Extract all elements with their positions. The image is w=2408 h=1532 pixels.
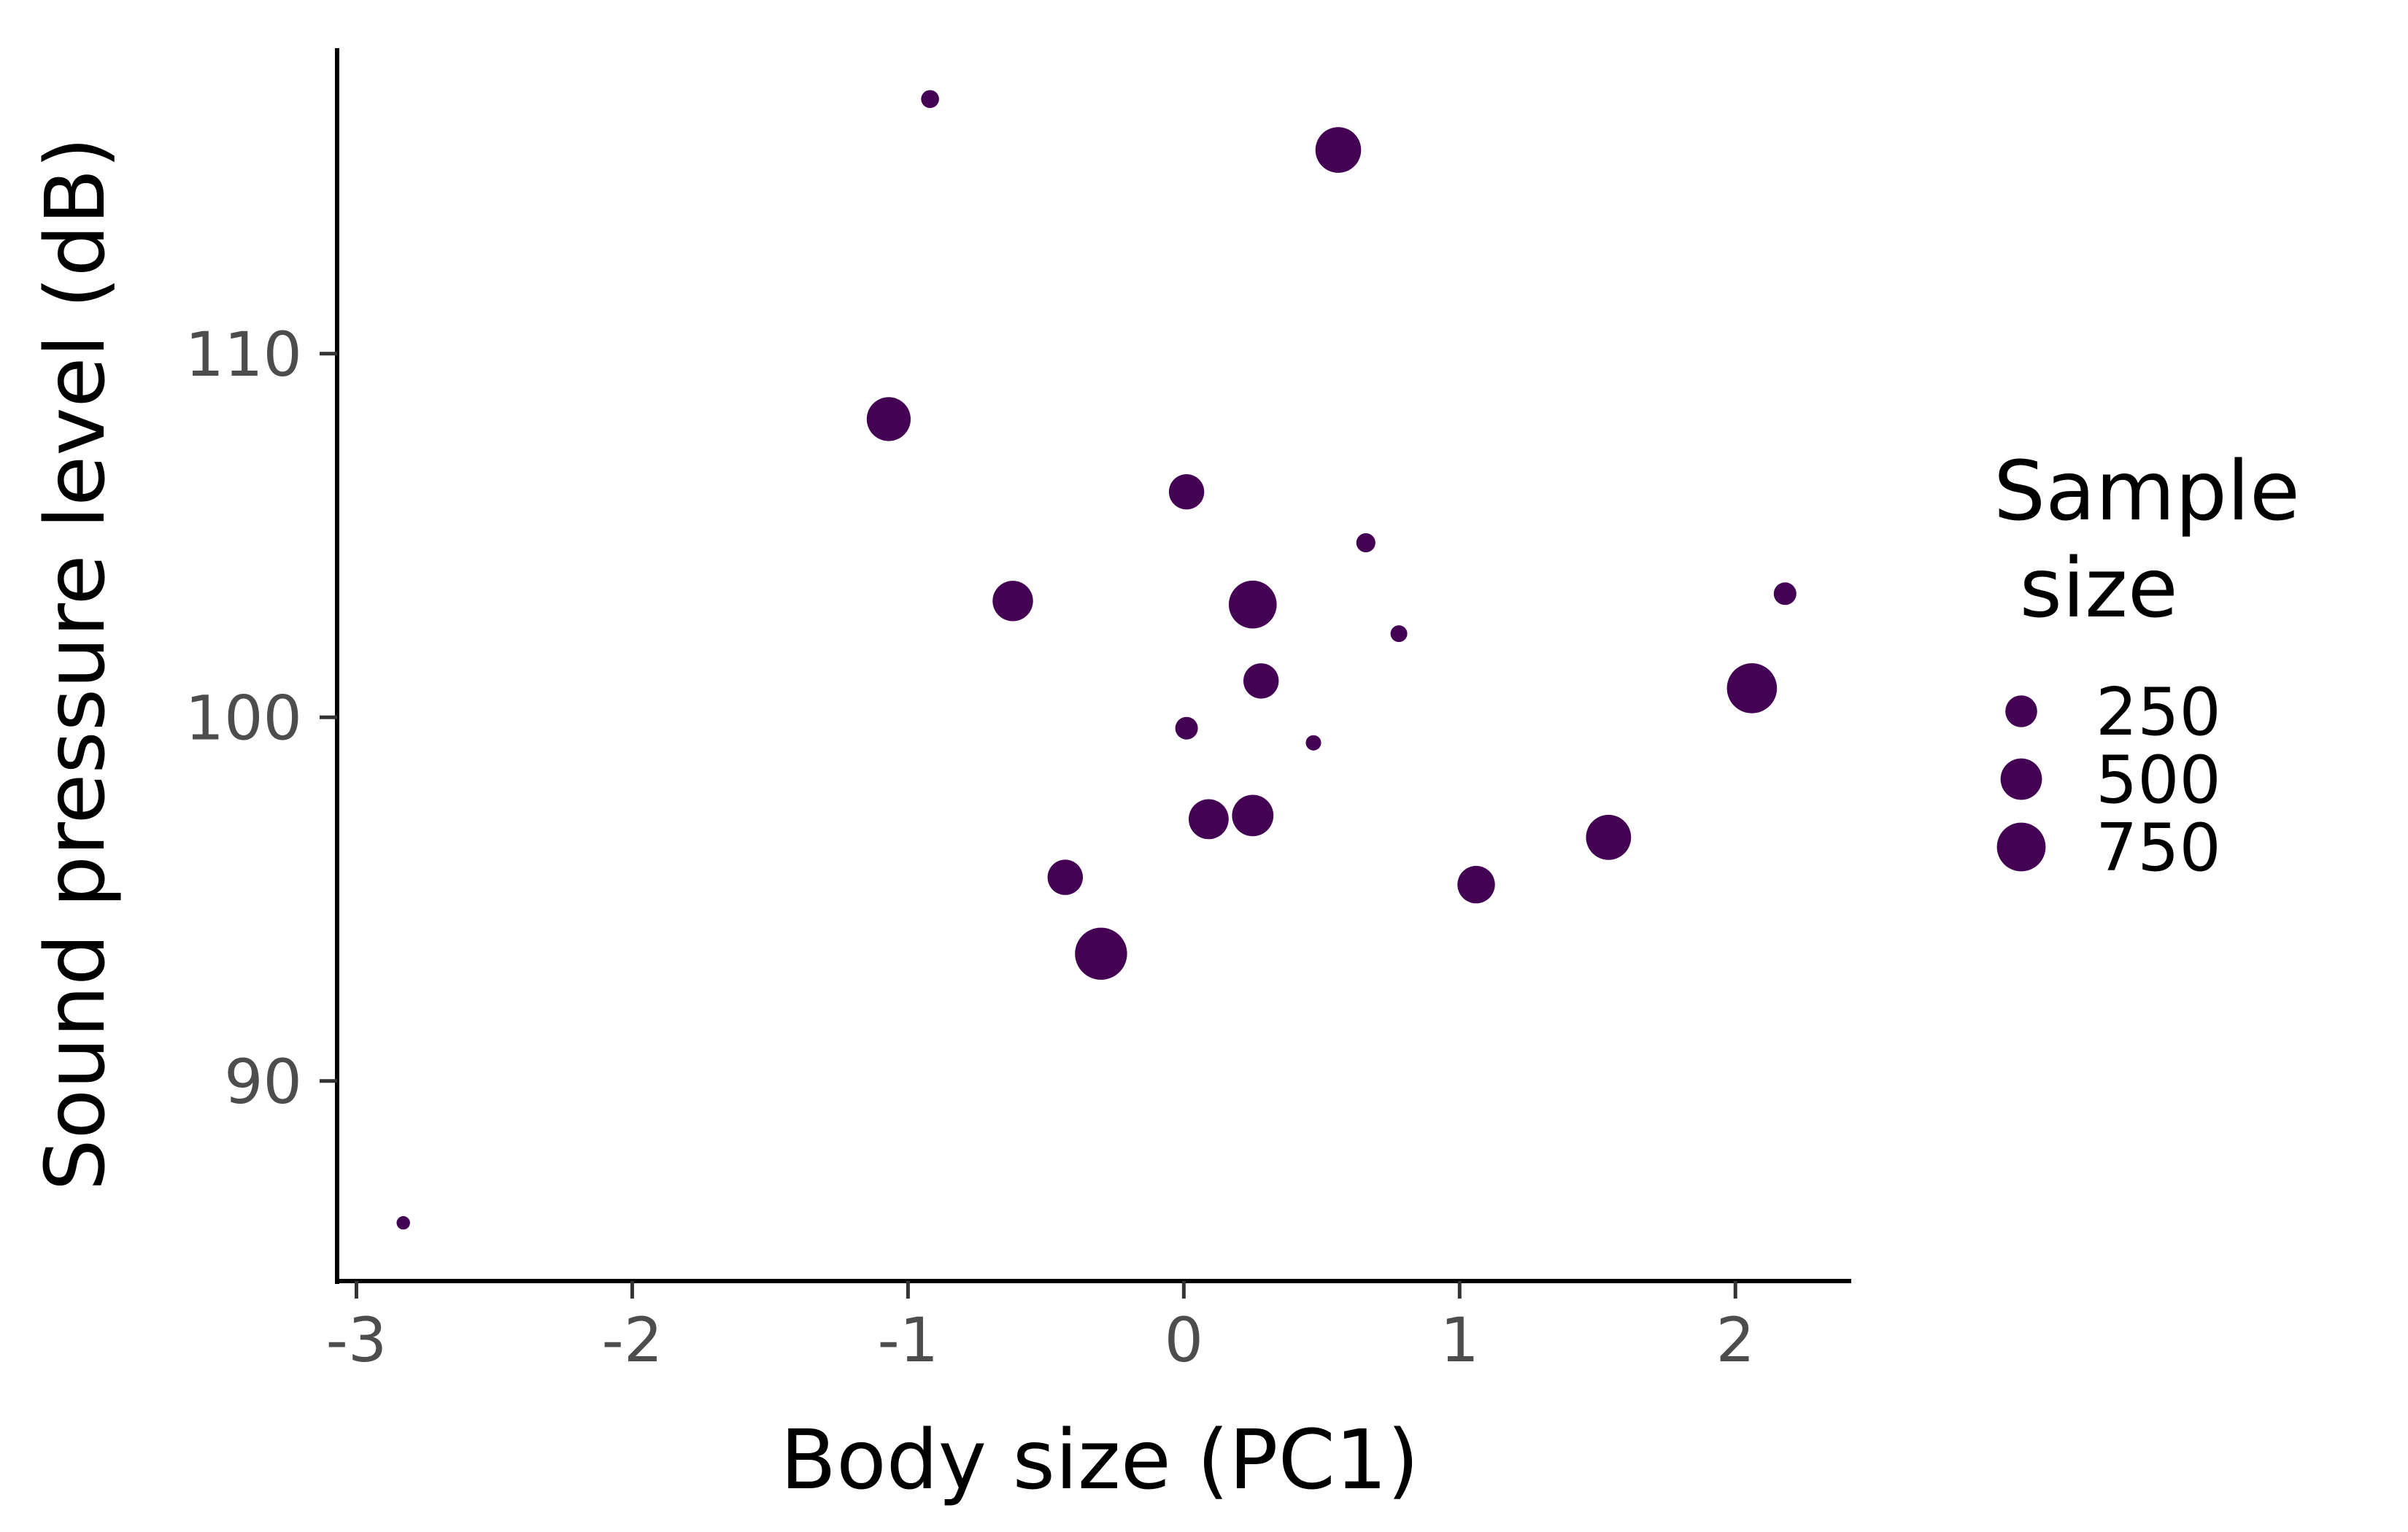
x-tick-label-1: -2 (602, 1304, 663, 1376)
data-point-8 (1390, 625, 1408, 643)
legend-key-1 (2000, 758, 2042, 800)
y-tick-label-2: 110 (185, 319, 302, 390)
data-point-5 (1356, 533, 1375, 553)
data-point-2 (1315, 127, 1362, 173)
ticks-layer: -3 -2 -1 0 1 2 90 100 110 (185, 319, 1755, 1376)
x-tick-label-0: -3 (326, 1304, 387, 1376)
data-point-13 (1305, 735, 1321, 751)
points-layer (396, 90, 1797, 1230)
data-point-10 (1243, 663, 1279, 699)
legend-key-0 (2005, 695, 2037, 727)
y-axis-title: Sound pressure level (dB) (28, 137, 123, 1191)
data-point-6 (992, 581, 1033, 622)
data-point-7 (1229, 580, 1277, 629)
data-point-14 (1189, 799, 1229, 840)
x-axis-title: Body size (PC1) (780, 1413, 1419, 1508)
data-point-4 (1168, 474, 1205, 510)
y-tick-label-0: 90 (224, 1046, 302, 1118)
data-point-12 (1175, 716, 1198, 740)
axes-layer (335, 48, 1851, 1284)
x-tick-label-3: 0 (1165, 1304, 1203, 1376)
x-tick-label-4: 1 (1440, 1304, 1479, 1376)
data-point-11 (1726, 663, 1778, 713)
data-point-3 (866, 397, 911, 441)
data-point-17 (1047, 859, 1084, 895)
legend-label-2: 750 (2096, 810, 2221, 886)
data-point-15 (1232, 794, 1274, 837)
legend-label-1: 500 (2096, 742, 2221, 819)
x-tick-label-2: -1 (877, 1304, 938, 1376)
y-tick-label-1: 100 (185, 682, 302, 754)
data-point-16 (1586, 814, 1632, 860)
data-point-9 (1773, 582, 1797, 606)
data-point-18 (1457, 865, 1495, 904)
legend-label-0: 250 (2096, 674, 2221, 751)
data-point-1 (921, 90, 939, 109)
legend-title-line-2: size (1994, 541, 2178, 636)
data-point-0 (396, 1216, 410, 1230)
legend-key-2 (1996, 822, 2046, 872)
x-tick-label-5: 2 (1716, 1304, 1755, 1376)
data-point-19 (1075, 927, 1127, 980)
legend-title-line-1: Sample (1994, 444, 2300, 539)
